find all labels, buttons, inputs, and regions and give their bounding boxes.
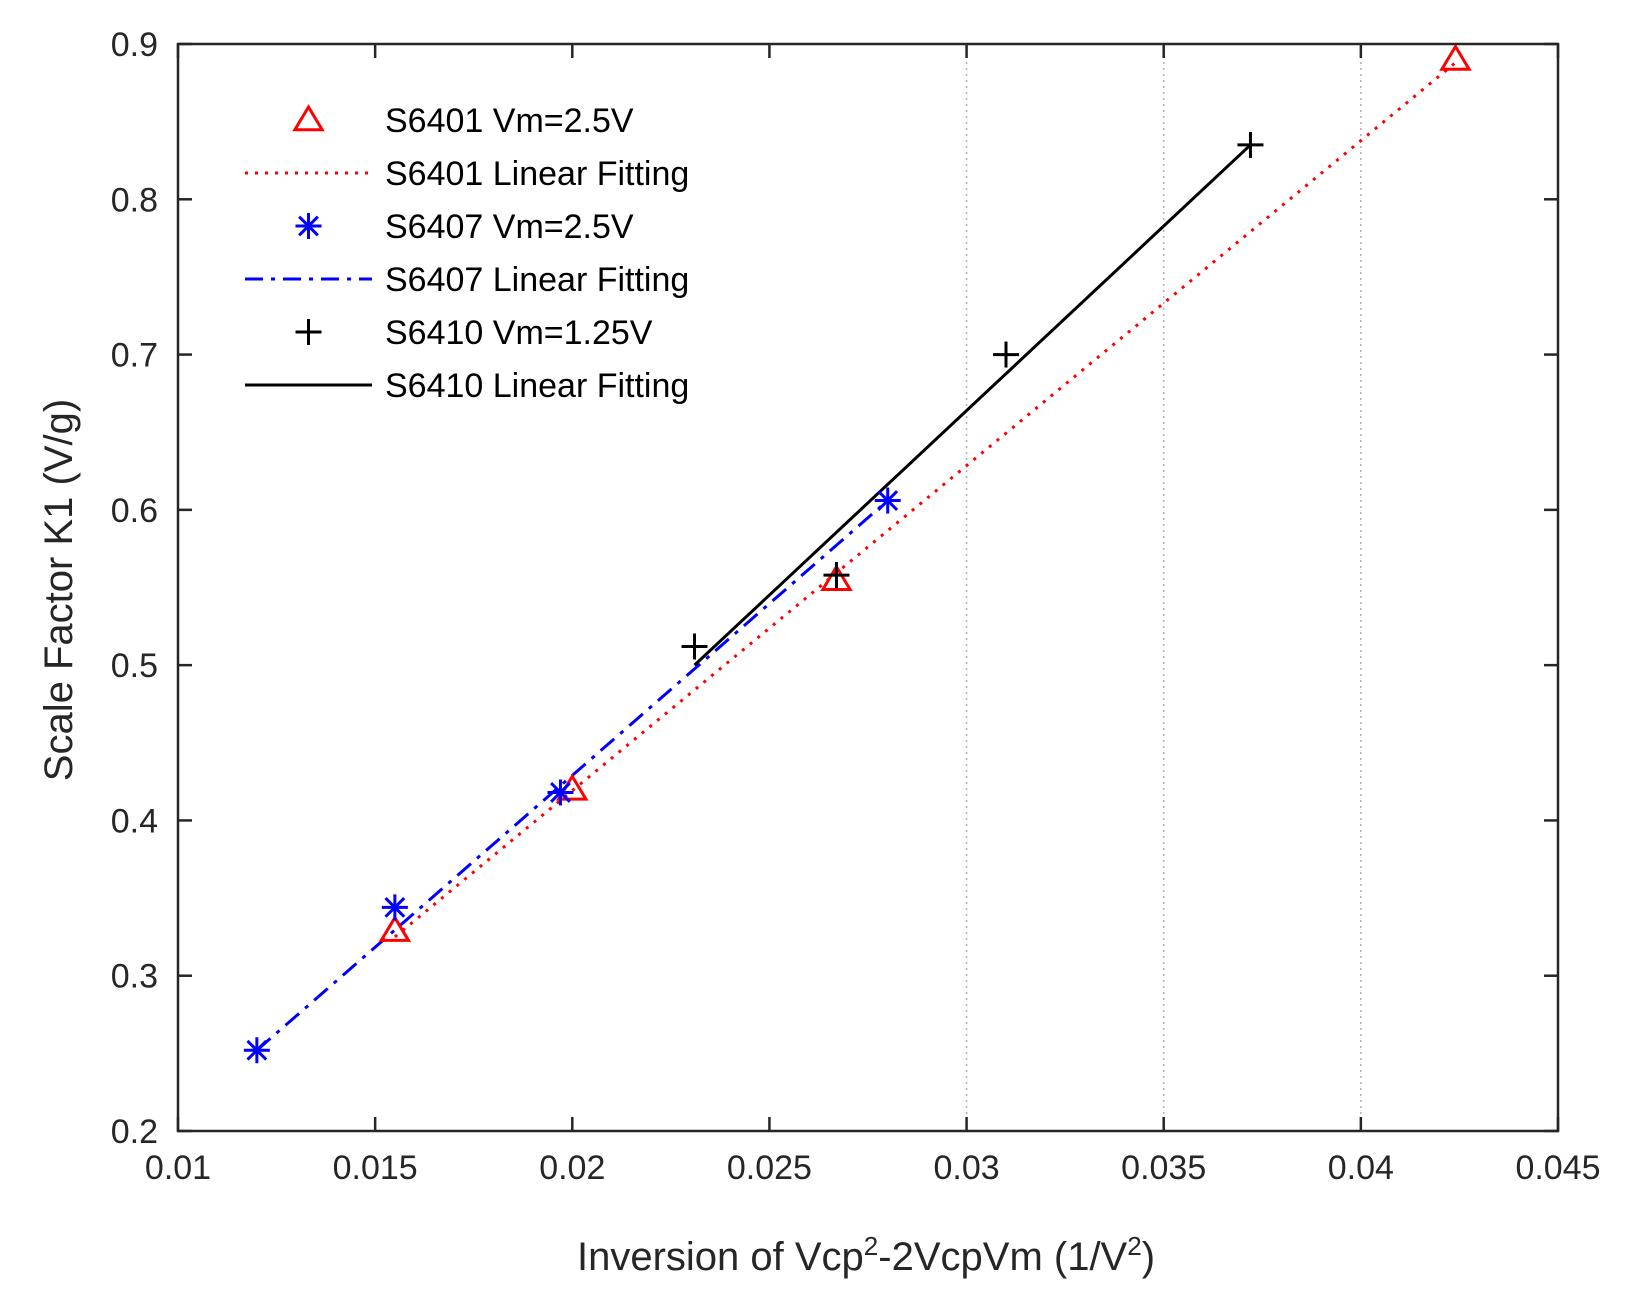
data-point-plus-4-1 — [823, 562, 850, 589]
x-axis-label-sup1: 2 — [864, 1231, 878, 1261]
y-tick-label: 0.3 — [111, 958, 158, 996]
legend-marker-4 — [295, 319, 322, 345]
data-point-asterisk-2-3 — [874, 487, 901, 514]
legend-label: S6407 Vm=2.5V — [385, 208, 634, 246]
x-tick-label: 0.02 — [539, 1149, 605, 1187]
data-point-asterisk-2-1 — [381, 894, 408, 921]
data-point-triangle-0-0 — [378, 914, 412, 942]
fit-line-series-5 — [693, 143, 1252, 667]
x-axis-label-prefix: Inversion of Vcp — [577, 1235, 864, 1279]
plot-area-border — [176, 42, 1560, 1133]
data-point-plus-4-0 — [681, 633, 708, 660]
legend-label: S6410 Linear Fitting — [385, 367, 689, 405]
data-point-triangle-0-2 — [820, 563, 853, 591]
grid — [965, 44, 1362, 1131]
legend-label: S6410 Vm=1.25V — [385, 314, 653, 352]
data-markers — [243, 43, 1472, 1064]
axis-ticks: 0.01 0.015 0.02 0.025 0.03 0.035 0.04 0.045 0.2 0… — [111, 26, 1601, 1187]
y-tick-label: 0.9 — [111, 26, 158, 64]
x-axis-label-middle: -2VcpVm (1/V — [878, 1235, 1127, 1279]
data-point-plus-4-2 — [993, 341, 1019, 368]
y-axis-label: Scale Factor K1 (V/g) — [37, 399, 81, 781]
x-tick-label: 0.035 — [1121, 1149, 1206, 1187]
x-tick-label: 0.04 — [1328, 1149, 1394, 1187]
legend-label: S6407 Linear Fitting — [385, 261, 689, 299]
legend-label: S6401 Vm=2.5V — [385, 102, 634, 140]
data-point-asterisk-2-2 — [547, 779, 574, 806]
fit-line-series-1 — [393, 61, 1457, 939]
x-tick-label: 0.045 — [1515, 1149, 1600, 1187]
x-tick-label: 0.025 — [727, 1149, 812, 1187]
legend-label: S6401 Linear Fitting — [385, 155, 689, 193]
x-axis-label: Inversion of Vcp2-2VcpVm (1/V2) — [577, 1231, 1155, 1279]
data-point-asterisk-2-0 — [243, 1037, 270, 1064]
data-point-plus-4-3 — [1237, 131, 1264, 158]
y-tick-label: 0.2 — [111, 1113, 158, 1151]
y-tick-label: 0.8 — [111, 181, 158, 219]
y-tick-label: 0.4 — [111, 802, 158, 840]
y-tick-label: 0.6 — [111, 492, 158, 530]
legend: S6401 Vm=2.5V S6401 Linear Fitting S6407 V… — [245, 102, 689, 405]
x-tick-label: 0.01 — [145, 1149, 211, 1187]
legend-marker-0 — [292, 104, 325, 132]
data-point-triangle-0-3 — [1439, 43, 1472, 71]
legend-marker-2 — [295, 213, 322, 239]
x-tick-label: 0.03 — [933, 1149, 999, 1187]
x-tick-label: 0.015 — [333, 1149, 418, 1187]
x-axis-label-suffix: ) — [1142, 1235, 1155, 1279]
y-tick-label: 0.7 — [111, 337, 158, 375]
x-axis-label-sup2: 2 — [1127, 1231, 1141, 1261]
y-tick-label: 0.5 — [111, 647, 158, 685]
